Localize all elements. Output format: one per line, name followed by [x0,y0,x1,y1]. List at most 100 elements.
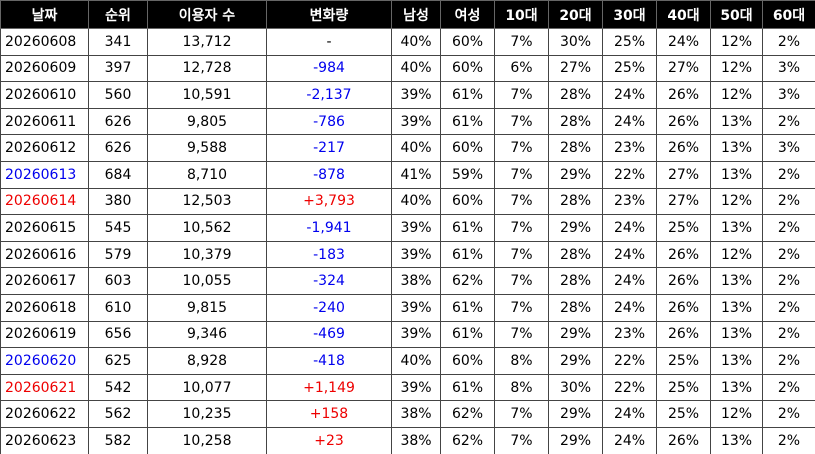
table-cell: -183 [266,240,392,269]
table-cell: 7% [494,187,549,216]
table-cell: 2% [762,240,815,269]
date-cell: 20260618 [0,293,89,322]
date-cell: 20260622 [0,400,89,428]
table-row: 20260619 656 9,346 -469 39% 61% 7% 29% 23% 26% 13%… [0,320,815,349]
table-cell: 2% [762,267,815,295]
table-cell: 39% [391,214,441,242]
table-cell: 26% [656,320,711,349]
date-cell: 20260619 [0,320,89,349]
table-cell: 380 [88,187,148,216]
table-cell: 13% [710,160,763,189]
table-cell: 60% [440,347,495,375]
table-row: 20260610 560 10,591 -2,137 39% 61% 7% 28% 24% 26%… [0,81,815,109]
table-cell: -1,941 [266,214,392,242]
table-cell: 7% [494,214,549,242]
table-row: 20260617 603 10,055 -324 38% 62% 7% 28% 24% 26% 13… [0,267,815,295]
table-cell: 61% [440,240,495,269]
table-cell: 27% [656,187,711,216]
table-cell: 24% [602,267,657,295]
table-cell: 684 [88,160,148,189]
table-cell: 28% [548,134,603,162]
table-cell: 13% [710,347,763,375]
table-cell: 2% [762,347,815,375]
table-cell: 12% [710,28,763,56]
table-cell: 23% [602,134,657,162]
table-cell: 2% [762,320,815,349]
table-cell: 10,258 [147,426,267,454]
table-cell: 12,503 [147,187,267,216]
table-cell: -878 [266,160,392,189]
date-cell: 20260609 [0,54,89,83]
table-row: 20260616 579 10,379 -183 39% 61% 7% 28% 24% 26% 12… [0,240,815,269]
table-cell: 61% [440,293,495,322]
table-row: 20260613 684 8,710 -878 41% 59% 7% 29% 22% 27% 13%… [0,160,815,189]
date-cell: 20260621 [0,373,89,402]
column-header: 순위 [88,0,148,29]
table-cell: 7% [494,160,549,189]
table-cell: +158 [266,400,392,428]
date-cell: 20260617 [0,267,89,295]
table-cell: 7% [494,81,549,109]
date-cell: 20260616 [0,240,89,269]
table-row: 20260622 562 10,235 +158 38% 62% 7% 29% 24% 25% 12… [0,400,815,428]
table-cell: 39% [391,373,441,402]
table-cell: 39% [391,81,441,109]
table-cell: 22% [602,347,657,375]
table-cell: 12% [710,187,763,216]
table-cell: 3% [762,54,815,83]
table-cell: 26% [656,107,711,136]
table-cell: 29% [548,320,603,349]
table-cell: 29% [548,160,603,189]
table-cell: 12% [710,400,763,428]
table-cell: 13% [710,426,763,454]
table-cell: 9,805 [147,107,267,136]
table-cell: 8,710 [147,160,267,189]
table-cell: 13% [710,293,763,322]
table-cell: 2% [762,293,815,322]
table-cell: 626 [88,134,148,162]
table-cell: 28% [548,187,603,216]
table-cell: 22% [602,373,657,402]
table-cell: 10,591 [147,81,267,109]
table-cell: 26% [656,81,711,109]
table-cell: -324 [266,267,392,295]
table-cell: 61% [440,107,495,136]
table-cell: 2% [762,107,815,136]
table-row: 20260609 397 12,728 -984 40% 60% 6% 27% 25% 27% 12… [0,54,815,83]
table-cell: 9,588 [147,134,267,162]
table-cell: 3% [762,81,815,109]
date-cell: 20260610 [0,81,89,109]
table-cell: +1,149 [266,373,392,402]
table-cell: 560 [88,81,148,109]
table-cell: 10,379 [147,240,267,269]
table-cell: 13% [710,320,763,349]
table-cell: 26% [656,134,711,162]
date-cell: 20260623 [0,426,89,454]
table-row: 20260620 625 8,928 -418 40% 60% 8% 29% 22% 25% 13%… [0,347,815,375]
table-cell: 40% [391,54,441,83]
table-cell: 30% [548,28,603,56]
table-cell: 23% [602,187,657,216]
table-row: 20260612 626 9,588 -217 40% 60% 7% 28% 23% 26% 13%… [0,134,815,162]
column-header: 변화량 [266,0,392,29]
table-cell: 40% [391,347,441,375]
table-cell: 24% [602,81,657,109]
table-cell: 25% [656,347,711,375]
table-cell: 7% [494,240,549,269]
date-cell: 20260612 [0,134,89,162]
table-cell: 28% [548,293,603,322]
table-cell: 397 [88,54,148,83]
table-cell: 10,055 [147,267,267,295]
table-cell: 341 [88,28,148,56]
table-cell: 61% [440,373,495,402]
table-cell: 38% [391,400,441,428]
table-cell: 24% [602,293,657,322]
table-cell: 13% [710,373,763,402]
table-cell: 7% [494,320,549,349]
table-cell: 60% [440,187,495,216]
table-cell: 40% [391,187,441,216]
table-cell: 626 [88,107,148,136]
table-cell: 7% [494,134,549,162]
date-cell: 20260608 [0,28,89,56]
